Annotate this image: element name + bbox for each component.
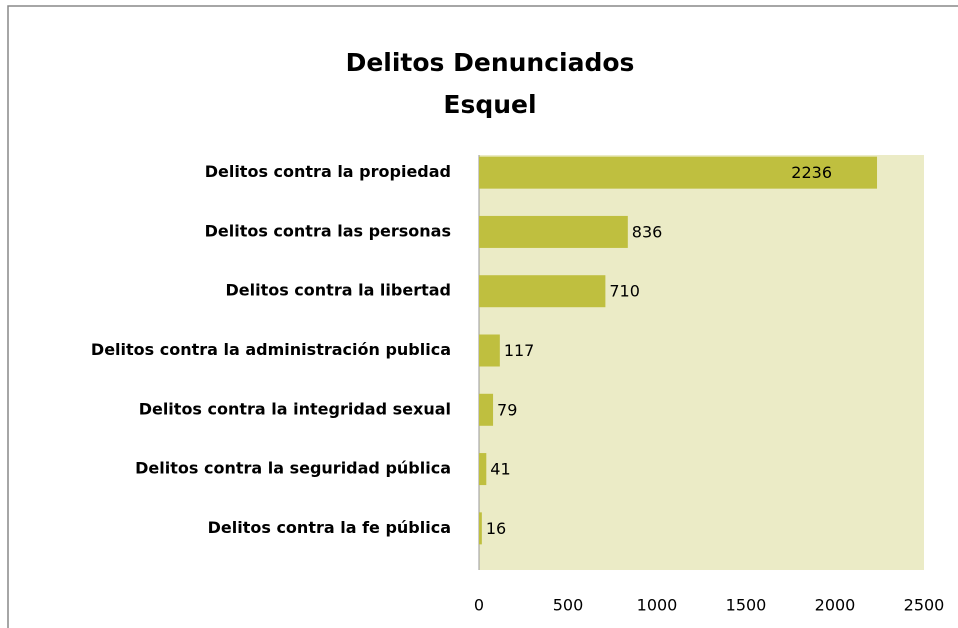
data-label: 2236: [791, 163, 832, 182]
bar: [479, 393, 494, 426]
bar: [479, 453, 487, 486]
bar: [479, 334, 500, 367]
bar: [479, 215, 628, 248]
x-tick-label: 2500: [904, 596, 945, 615]
chart-title: Delitos Denunciados: [346, 48, 635, 77]
y-tick-label: Delitos contra las personas: [205, 221, 451, 240]
y-tick-label: Delitos contra la integridad sexual: [139, 399, 451, 418]
y-tick-label: Delitos contra la libertad: [225, 281, 451, 300]
data-label: 79: [497, 400, 517, 419]
data-label: 710: [609, 282, 640, 301]
data-label: 41: [490, 460, 510, 479]
bar: [479, 275, 606, 308]
data-label: 16: [486, 519, 506, 538]
x-tick-label: 1000: [637, 596, 678, 615]
chart-subtitle: Esquel: [443, 90, 536, 119]
y-tick-label: Delitos contra la seguridad pública: [135, 459, 451, 478]
x-tick-label: 500: [553, 596, 584, 615]
x-tick-label: 0: [474, 596, 484, 615]
x-tick-label: 1500: [726, 596, 767, 615]
bar: [479, 156, 878, 189]
y-tick-label: Delitos contra la propiedad: [205, 162, 451, 181]
bar: [479, 512, 482, 545]
data-label: 117: [504, 341, 535, 360]
y-tick-label: Delitos contra la administración publica: [91, 340, 451, 359]
y-tick-label: Delitos contra la fe pública: [208, 518, 451, 537]
data-label: 836: [632, 222, 663, 241]
x-tick-label: 2000: [815, 596, 856, 615]
